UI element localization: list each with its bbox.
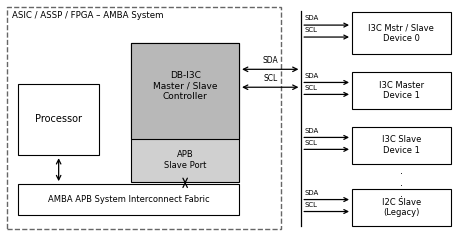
FancyBboxPatch shape	[351, 72, 450, 109]
Text: DB-I3C
Master / Slave
Controller: DB-I3C Master / Slave Controller	[152, 71, 217, 101]
Text: SCL: SCL	[303, 140, 316, 146]
Text: .
.
.: . . .	[399, 166, 402, 199]
FancyBboxPatch shape	[351, 189, 450, 226]
Text: AMBA APB System Interconnect Fabric: AMBA APB System Interconnect Fabric	[48, 195, 209, 204]
FancyBboxPatch shape	[18, 184, 239, 215]
FancyBboxPatch shape	[18, 84, 99, 155]
Text: SDA: SDA	[303, 190, 318, 196]
FancyBboxPatch shape	[131, 43, 239, 139]
Text: SDA: SDA	[303, 73, 318, 79]
Text: I3C Mstr / Slave
Device 0: I3C Mstr / Slave Device 0	[368, 23, 433, 43]
FancyBboxPatch shape	[131, 43, 239, 182]
Text: SDA: SDA	[303, 128, 318, 134]
FancyBboxPatch shape	[351, 12, 450, 54]
Text: SCL: SCL	[303, 27, 316, 33]
Text: SCL: SCL	[303, 202, 316, 208]
Text: SDA: SDA	[303, 15, 318, 21]
Text: SCL: SCL	[263, 74, 277, 83]
Text: APB
Slave Port: APB Slave Port	[163, 150, 206, 170]
Text: SCL: SCL	[303, 85, 316, 91]
FancyBboxPatch shape	[351, 127, 450, 164]
Text: SDA: SDA	[262, 56, 278, 65]
Text: I3C Master
Device 1: I3C Master Device 1	[378, 81, 423, 100]
Text: ASIC / ASSP / FPGA – AMBA System: ASIC / ASSP / FPGA – AMBA System	[12, 11, 163, 20]
Text: Processor: Processor	[35, 114, 82, 125]
Text: I3C Slave
Device 1: I3C Slave Device 1	[381, 136, 420, 155]
Text: I2C Slave
(Legacy): I2C Slave (Legacy)	[381, 198, 420, 217]
